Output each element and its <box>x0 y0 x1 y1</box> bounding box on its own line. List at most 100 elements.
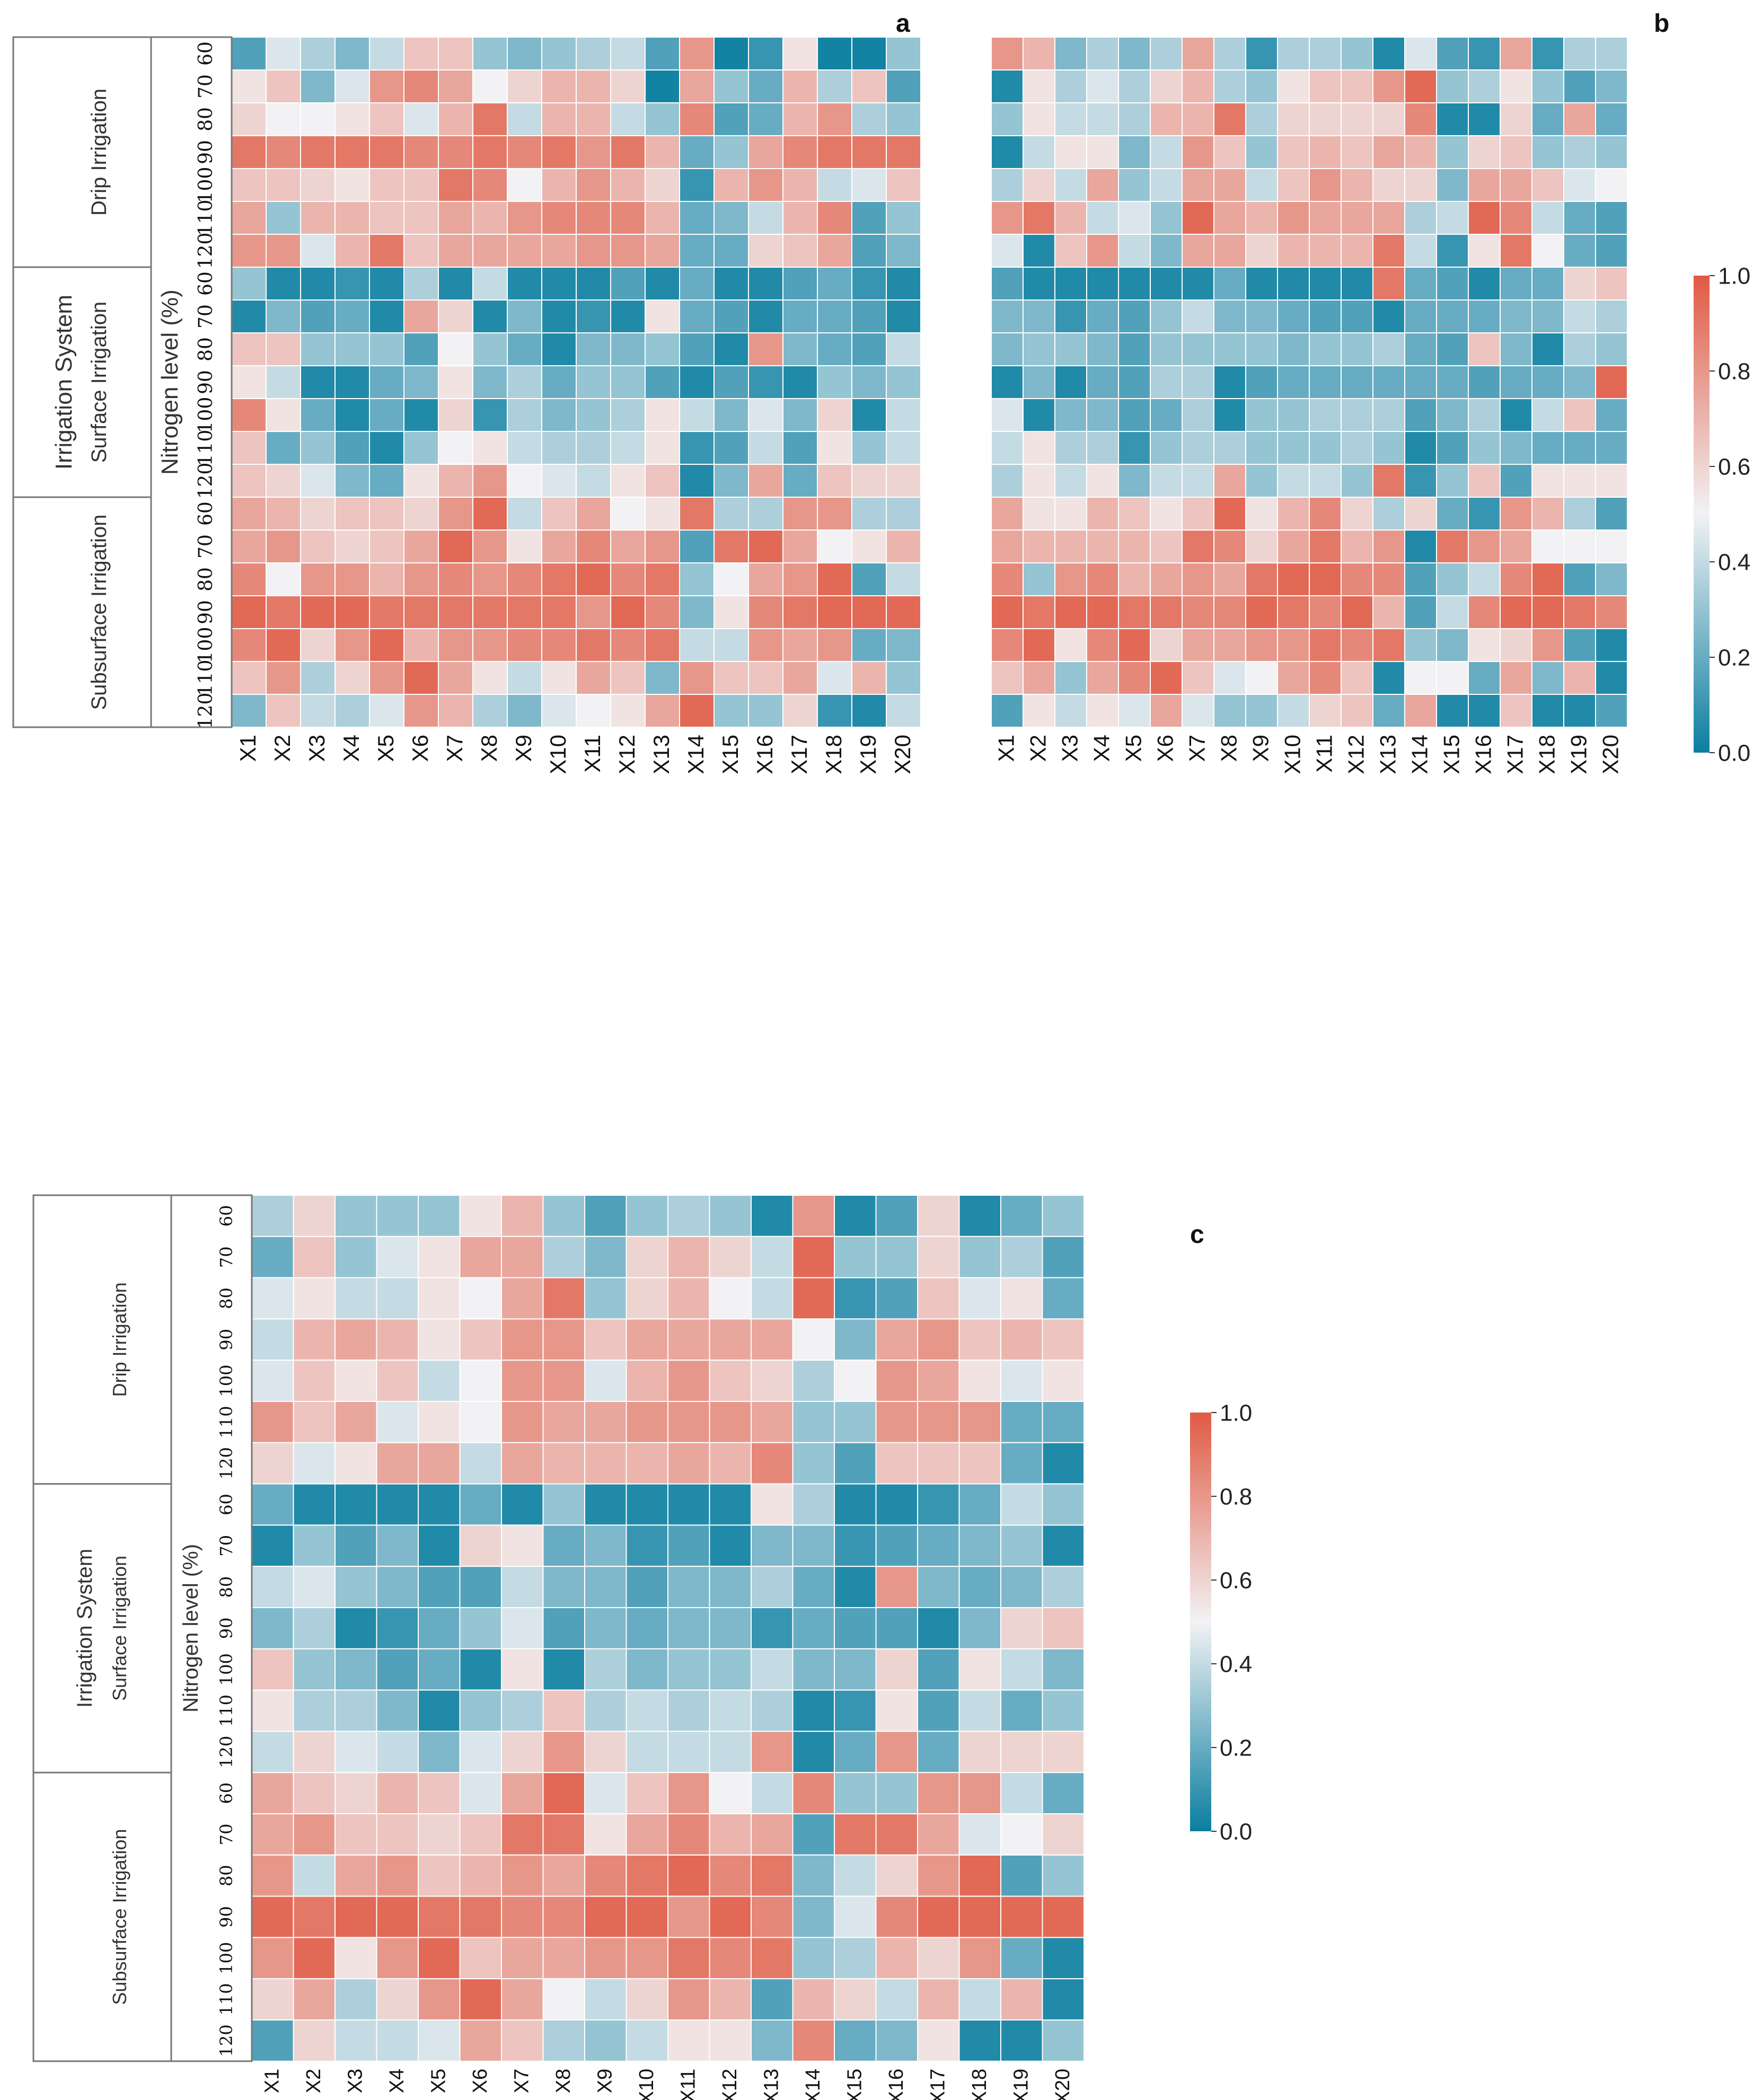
heatmap-cell <box>1468 562 1501 596</box>
heatmap-cell <box>1277 332 1310 366</box>
heatmap-cell <box>542 1236 585 1278</box>
heatmap-cell <box>334 1360 377 1402</box>
heatmap-cell <box>501 1566 544 1608</box>
heatmap-cell <box>817 201 852 235</box>
heatmap-cell <box>1404 398 1437 432</box>
heatmap-cell <box>576 69 611 103</box>
heatmap-cell <box>748 497 783 531</box>
heatmap-cell <box>1000 1566 1043 1608</box>
heatmap-cell <box>625 1978 668 2020</box>
heatmap-cell <box>376 1566 419 1608</box>
heatmap-cell <box>667 1937 710 1980</box>
heatmap-cell <box>958 1854 1001 1897</box>
heatmap-cell <box>713 530 749 563</box>
heatmap-cell <box>667 1360 710 1402</box>
heatmap-cell <box>576 201 611 235</box>
heatmap-cell <box>851 234 887 268</box>
heatmap-cell <box>713 234 749 268</box>
heatmap-cell <box>645 69 680 103</box>
heatmap-cell <box>266 628 301 662</box>
heatmap-cell <box>1054 464 1087 498</box>
heatmap-cell <box>1563 332 1596 366</box>
heatmap-cell <box>1531 497 1564 531</box>
heatmap-cell <box>1245 398 1278 432</box>
heatmap-cell <box>376 1689 419 1732</box>
heatmap-cell <box>709 1854 752 1897</box>
heatmap-cell <box>1118 267 1151 301</box>
colorbar-tick-label: 1.0 <box>1718 263 1750 289</box>
heatmap-cell <box>991 332 1024 366</box>
heatmap-cell <box>501 1648 544 1691</box>
heatmap-cell <box>376 1442 419 1485</box>
heatmap-cell <box>541 694 577 728</box>
heatmap-cell <box>886 234 921 268</box>
heatmap-cell <box>679 332 715 366</box>
row-group-axis-title: Irrigation System <box>73 1549 96 1708</box>
x-tick-label: X12 <box>719 2069 741 2100</box>
heatmap-cell <box>1023 694 1055 728</box>
heatmap-cell <box>266 69 301 103</box>
heatmap-cell <box>917 1318 960 1361</box>
heatmap-cell <box>376 1731 419 1773</box>
heatmap-cell <box>851 365 887 399</box>
heatmap-cell <box>472 365 508 399</box>
heatmap-cell <box>1277 530 1310 563</box>
heatmap-cell <box>459 1607 502 1649</box>
heatmap-cell <box>231 562 267 596</box>
heatmap-cell <box>817 69 852 103</box>
heatmap-cell <box>438 398 473 432</box>
nitrogen-tick-label: 110 <box>216 1406 236 1438</box>
heatmap-cell <box>1309 595 1342 629</box>
heatmap-cell <box>1341 69 1373 103</box>
heatmap-cell <box>1404 37 1437 70</box>
heatmap-cell <box>958 1483 1001 1526</box>
heatmap-cell <box>1182 628 1214 662</box>
heatmap-cell <box>418 1277 461 1320</box>
heatmap-cell <box>917 1236 960 1278</box>
heatmap-cell <box>1436 661 1469 695</box>
heatmap-cell <box>679 299 715 333</box>
heatmap-cell <box>1563 102 1596 136</box>
heatmap-cell <box>542 1689 585 1732</box>
heatmap-cell <box>782 267 818 301</box>
heatmap-cell <box>1563 69 1596 103</box>
heatmap-cell <box>751 1731 794 1773</box>
heatmap-cell <box>1086 694 1119 728</box>
heatmap-cell <box>851 497 887 531</box>
heatmap-cell <box>1000 1360 1043 1402</box>
heatmap-cell <box>231 398 267 432</box>
heatmap-cell <box>501 1607 544 1649</box>
heatmap-cell <box>792 1442 835 1485</box>
heatmap-cell <box>1213 201 1246 235</box>
heatmap-cell <box>817 464 852 498</box>
heatmap-cell <box>1309 168 1342 202</box>
heatmap-cell <box>667 1895 710 1938</box>
heatmap-cell <box>625 1895 668 1938</box>
heatmap-cell <box>266 562 301 596</box>
heatmap-cell <box>1436 168 1469 202</box>
heatmap-cell <box>817 562 852 596</box>
heatmap-cell <box>679 464 715 498</box>
heatmap-cell <box>584 1566 627 1608</box>
heatmap-cell <box>817 431 852 465</box>
heatmap-cell <box>472 69 508 103</box>
heatmap-cell <box>991 365 1024 399</box>
heatmap-cell <box>713 595 749 629</box>
heatmap-cell <box>541 431 577 465</box>
heatmap-cell <box>1150 168 1183 202</box>
heatmap-cell <box>584 1813 627 1856</box>
heatmap-cell <box>1042 1318 1085 1361</box>
x-tick-label: X18 <box>821 735 846 774</box>
heatmap-cell <box>1436 431 1469 465</box>
heatmap-cell <box>713 135 749 169</box>
heatmap-cell <box>334 1772 377 1814</box>
colorbar-c: 0.0 0.2 0.4 0.6 0.8 1.0 <box>1190 1400 1252 1845</box>
heatmap-cell <box>1042 1689 1085 1732</box>
x-tick-label: X6 <box>1153 735 1178 762</box>
heatmap-cell <box>851 201 887 235</box>
heatmap-cell <box>438 694 473 728</box>
heatmap-cell <box>875 1854 918 1897</box>
heatmap-cell <box>679 69 715 103</box>
heatmap-cell <box>334 497 370 531</box>
heatmap-cell <box>507 201 542 235</box>
